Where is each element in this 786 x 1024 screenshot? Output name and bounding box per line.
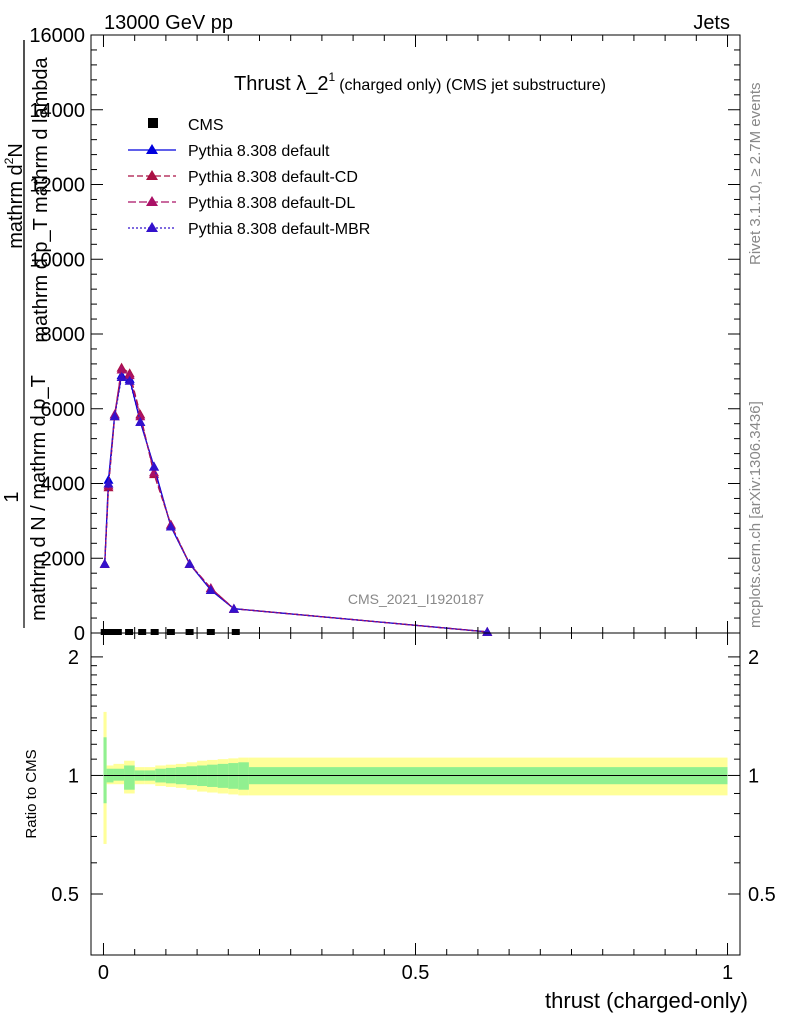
main-y-label: 1 mathrm d N / mathrm d p_T mathrm d2N m…	[1, 40, 52, 628]
series-marker-2	[135, 411, 146, 421]
series-marker-3	[103, 478, 114, 488]
legend-label-2: Pythia 8.308 default-DL	[188, 195, 355, 212]
legend-label-0: Pythia 8.308 default	[188, 143, 330, 160]
legend-label-3: Pythia 8.308 default-MBR	[188, 221, 370, 238]
legend-marker-3	[146, 222, 158, 232]
legend-label-1: Pythia 8.308 default-CD	[188, 169, 358, 186]
cms-point	[185, 629, 194, 635]
cms-point	[150, 629, 159, 635]
stat-band-bin	[238, 762, 249, 790]
cms-point	[206, 629, 215, 635]
y-tick-label: 14000	[29, 100, 85, 122]
x-axis-label: thrust (charged-only)	[545, 988, 748, 1013]
series-marker-3	[109, 411, 120, 421]
ylabel-one: 1	[1, 491, 23, 502]
legend-marker-0	[146, 144, 158, 154]
header-category: Jets	[693, 12, 730, 34]
rivet-label: Rivet 3.1.10, ≥ 2.7M events	[747, 83, 764, 266]
y-tick-label: 4000	[41, 474, 86, 496]
y-tick-label: 2000	[41, 548, 86, 570]
cms-point	[100, 629, 109, 635]
y-tick-label: 6000	[41, 399, 86, 421]
mcplots-label: mcplots.cern.ch [arXiv:1306.3436]	[747, 401, 764, 628]
ratio-panel: 0.5 0.5 1 1 2 2 0 0.5 1 Ratio to CMS	[23, 632, 776, 984]
cms-point	[113, 629, 122, 635]
cms-point	[125, 629, 134, 635]
stat-band-bin	[103, 737, 107, 804]
series-marker-3	[124, 375, 135, 385]
ratio-y-tick-label-left: 1	[68, 765, 79, 787]
series-marker-3	[99, 558, 110, 568]
legend: CMS Pythia 8.308 default Pythia 8.308 defa…	[128, 117, 370, 238]
ratio-y-label: Ratio to CMS	[23, 749, 40, 838]
header-energy: 13000 GeV pp	[104, 12, 233, 34]
legend-cms-marker	[148, 118, 158, 128]
main-plot-marks	[99, 362, 493, 636]
series-marker-3	[149, 461, 160, 471]
y-tick-label: 8000	[41, 324, 86, 346]
cms-point	[166, 629, 175, 635]
main-panel: 0 2000 4000 6000 8000 10000 12000 14000 16000 Th…	[1, 25, 741, 645]
cms-point	[106, 629, 115, 635]
ratio-plot-marks	[103, 711, 728, 844]
x-tick-label: 0.5	[402, 962, 430, 984]
series-marker-2	[116, 364, 127, 374]
ylabel-denominator: mathrm d p_T mathrm d lambda	[30, 56, 52, 342]
plot-title-main: Thrust λ_2	[234, 73, 328, 95]
y-tick-label: 10000	[29, 249, 85, 271]
series-marker-3	[228, 603, 239, 613]
ratio-y-tick-label-right: 0.5	[748, 884, 776, 906]
cms-point	[138, 629, 147, 635]
series-marker-3	[135, 416, 146, 426]
plot-title: Thrust λ_21 (charged only) (CMS jet subst…	[234, 70, 606, 95]
ratio-y-tick-label-left: 0.5	[51, 884, 79, 906]
ratio-y-tick-label-left: 2	[68, 647, 79, 669]
plot-title-sup: 1	[329, 70, 336, 84]
legend-cms-label: CMS	[188, 117, 224, 134]
analysis-watermark: CMS_2021_I1920187	[348, 591, 484, 607]
series-marker-3	[184, 558, 195, 568]
series-marker-2	[124, 370, 135, 380]
legend-marker-1	[146, 170, 158, 180]
stat-band-bin	[113, 768, 125, 781]
ratio-y-tick-label-right: 1	[748, 765, 759, 787]
series-marker-3	[205, 585, 216, 595]
ylabel-numerator: mathrm d2N	[2, 143, 27, 249]
y-tick-label: 12000	[29, 175, 85, 197]
plot-title-rest: (charged only) (CMS jet substructure)	[339, 77, 606, 94]
ratio-y-tick-label-right: 2	[748, 647, 759, 669]
ylabel-outer-denominator: mathrm d N / mathrm d p_T	[28, 375, 50, 621]
main-axes: 0 2000 4000 6000 8000 10000 12000 14000 16000	[29, 25, 740, 645]
stat-band-bin	[124, 765, 135, 790]
x-tick-label: 1	[722, 962, 733, 984]
legend-marker-2	[146, 196, 158, 206]
y-tick-label: 16000	[29, 25, 85, 47]
x-tick-label: 0	[98, 962, 109, 984]
y-tick-label: 0	[74, 623, 85, 645]
series-marker-3	[165, 521, 176, 531]
series-marker-3	[482, 626, 493, 636]
ratio-axes: 0.5 0.5 1 1 2 2 0 0.5 1	[51, 633, 776, 984]
cms-point	[231, 629, 240, 635]
series-marker-3	[116, 371, 127, 381]
